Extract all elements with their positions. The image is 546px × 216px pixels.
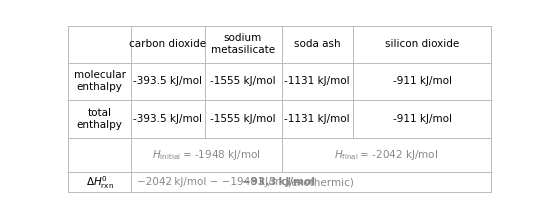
Text: −2042 kJ/mol − −1948 kJ/mol =: −2042 kJ/mol − −1948 kJ/mol = [137,177,307,187]
Text: -911 kJ/mol: -911 kJ/mol [393,114,452,124]
Text: −93.3 kJ/mol: −93.3 kJ/mol [242,177,315,187]
Text: $\Delta H^\mathrm{0}_\mathrm{rxn}$: $\Delta H^\mathrm{0}_\mathrm{rxn}$ [86,174,114,191]
Text: -393.5 kJ/mol: -393.5 kJ/mol [133,76,202,86]
Text: total
enthalpy: total enthalpy [76,108,122,130]
Text: -1131 kJ/mol: -1131 kJ/mol [284,114,350,124]
Text: -1131 kJ/mol: -1131 kJ/mol [284,76,350,86]
Text: molecular
enthalpy: molecular enthalpy [74,70,126,92]
Text: $H_\mathrm{initial}$ = -1948 kJ/mol: $H_\mathrm{initial}$ = -1948 kJ/mol [152,148,260,162]
Text: -1555 kJ/mol: -1555 kJ/mol [210,76,276,86]
Text: -911 kJ/mol: -911 kJ/mol [393,76,452,86]
Text: soda ash: soda ash [294,39,340,49]
Text: silicon dioxide: silicon dioxide [385,39,459,49]
Text: (exothermic): (exothermic) [284,177,354,187]
Text: -393.5 kJ/mol: -393.5 kJ/mol [133,114,202,124]
Text: sodium
metasilicate: sodium metasilicate [211,33,275,55]
Text: -1555 kJ/mol: -1555 kJ/mol [210,114,276,124]
Text: carbon dioxide: carbon dioxide [129,39,206,49]
Text: $H_\mathrm{final}$ = -2042 kJ/mol: $H_\mathrm{final}$ = -2042 kJ/mol [334,148,438,162]
